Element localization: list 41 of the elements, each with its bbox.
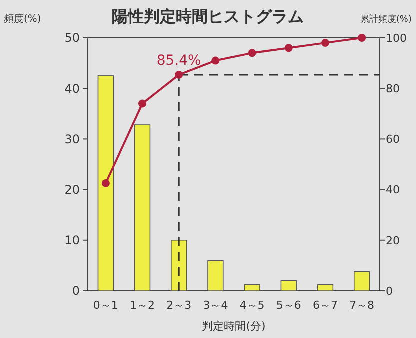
y2-tick-label: 20 xyxy=(386,234,400,248)
point xyxy=(358,34,366,42)
y-tick-label: 0 xyxy=(72,284,80,298)
x-tick-label: 6～7 xyxy=(312,299,338,312)
point xyxy=(212,56,220,65)
point xyxy=(248,49,256,58)
y2-tick-label: 40 xyxy=(386,184,400,197)
x-tick-label: 4～5 xyxy=(240,299,265,312)
x-tick-label: 7～8 xyxy=(350,299,375,312)
point xyxy=(284,44,293,52)
x-axis-title: 判定時間(分) xyxy=(202,320,266,333)
y-tick-label: 20 xyxy=(64,183,80,197)
y2-axis-title: 累計頻度(%) xyxy=(360,14,412,25)
y-tick-label: 50 xyxy=(64,31,80,46)
bar xyxy=(98,76,114,292)
bar xyxy=(171,240,188,292)
bar xyxy=(354,271,370,292)
y2-tick-label: 60 xyxy=(386,133,400,146)
annotation: 85.4% xyxy=(156,52,202,69)
x-tick-label: 0～1 xyxy=(93,299,118,312)
chart-title: 陽性判定時間ヒストグラム xyxy=(112,7,304,26)
y2-tick-label: 100 xyxy=(386,32,407,45)
y2-tick-label: 0 xyxy=(386,284,393,298)
y-axis-title: 頻度(%) xyxy=(4,13,42,25)
x-tick-label: 3～4 xyxy=(203,299,228,312)
x-tick-label: 2～3 xyxy=(166,299,192,312)
point xyxy=(102,179,110,188)
bar xyxy=(280,280,297,292)
y-tick-label: 30 xyxy=(64,132,80,146)
bar xyxy=(134,124,151,292)
point xyxy=(175,70,184,79)
x-tick-label: 1～2 xyxy=(130,299,156,312)
point xyxy=(138,100,147,108)
y2-tick-label: 80 xyxy=(386,82,400,96)
y-tick-label: 40 xyxy=(64,82,80,96)
y-tick-label: 10 xyxy=(64,234,80,248)
bar xyxy=(244,284,260,292)
bar xyxy=(208,260,224,292)
point xyxy=(321,39,330,48)
bar xyxy=(317,284,334,292)
x-tick-label: 5～6 xyxy=(276,299,302,312)
